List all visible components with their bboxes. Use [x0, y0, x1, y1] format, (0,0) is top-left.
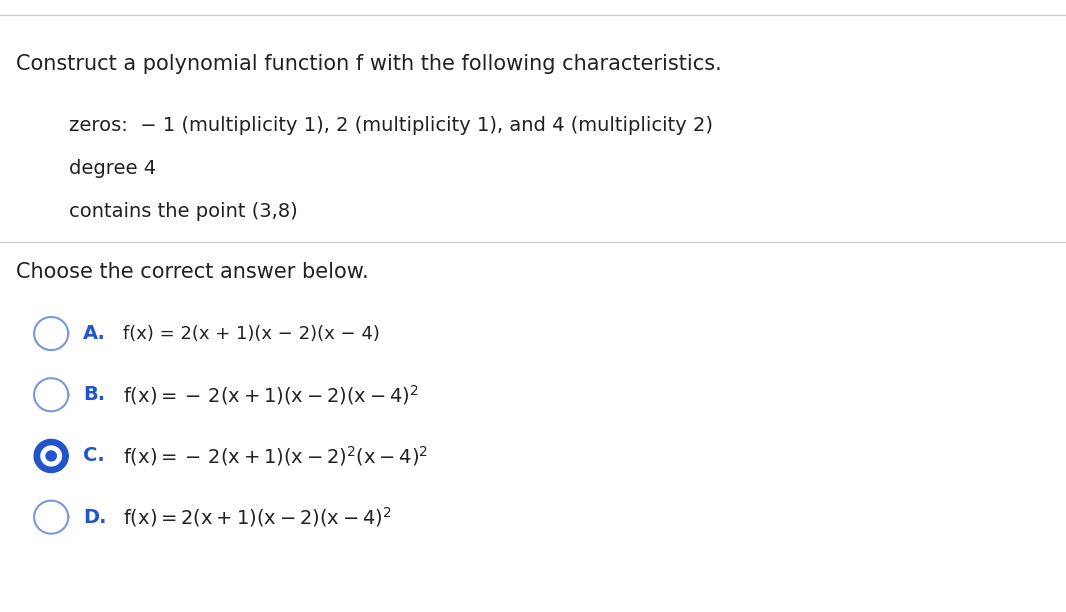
- Text: zeros:  − 1 (multiplicity 1), 2 (multiplicity 1), and 4 (multiplicity 2): zeros: − 1 (multiplicity 1), 2 (multipli…: [69, 116, 713, 135]
- Polygon shape: [46, 451, 56, 461]
- Text: Choose the correct answer below.: Choose the correct answer below.: [16, 263, 369, 282]
- Text: $\mathregular{f(x) = -\,2(x+1)(x-2)^2(x-4)^2}$: $\mathregular{f(x) = -\,2(x+1)(x-2)^2(x-…: [123, 444, 427, 468]
- Text: $\mathregular{f(x) = -\,2(x+1)(x-2)(x-4)^2}$: $\mathregular{f(x) = -\,2(x+1)(x-2)(x-4)…: [123, 382, 418, 407]
- Text: Construct a polynomial function f with the following characteristics.: Construct a polynomial function f with t…: [16, 54, 722, 74]
- Text: f(x) = 2(x + 1)(x − 2)(x − 4): f(x) = 2(x + 1)(x − 2)(x − 4): [123, 324, 379, 343]
- Text: contains the point (3,8): contains the point (3,8): [69, 201, 298, 221]
- Text: B.: B.: [83, 385, 106, 405]
- Text: A.: A.: [83, 324, 106, 343]
- Polygon shape: [34, 439, 68, 472]
- Text: $\mathregular{f(x) = 2(x+1)(x-2)(x-4)^2}$: $\mathregular{f(x) = 2(x+1)(x-2)(x-4)^2}…: [123, 505, 391, 529]
- Text: C.: C.: [83, 446, 104, 466]
- Polygon shape: [41, 446, 62, 466]
- Text: degree 4: degree 4: [69, 159, 157, 178]
- Text: D.: D.: [83, 507, 107, 527]
